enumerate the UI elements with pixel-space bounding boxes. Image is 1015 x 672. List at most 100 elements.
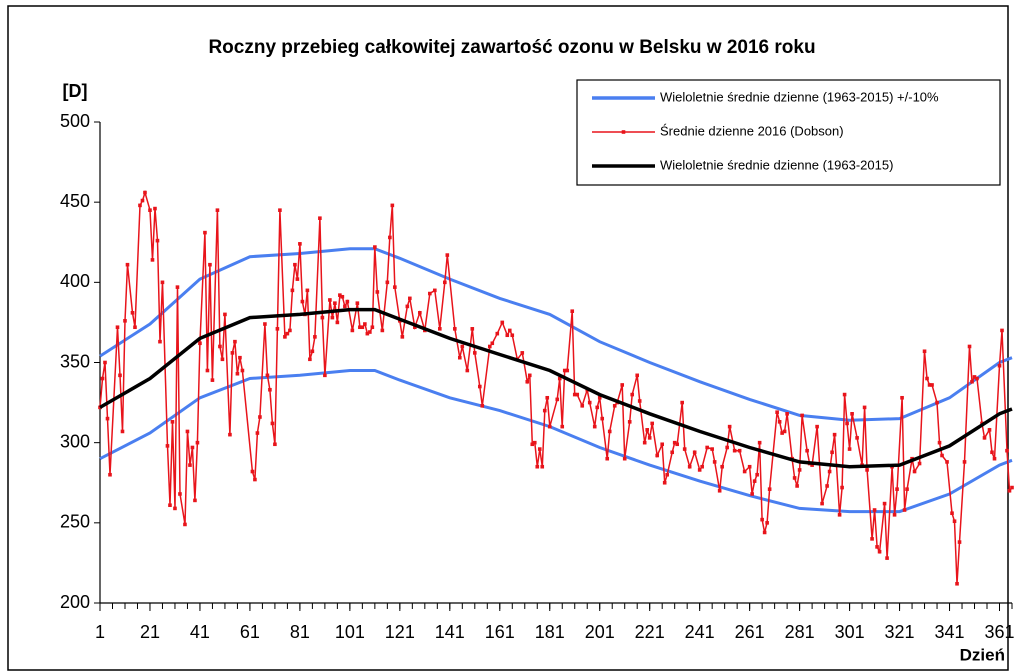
data-point	[545, 395, 550, 400]
data-point	[670, 450, 674, 455]
data-point	[970, 379, 974, 384]
data-point	[265, 373, 270, 378]
data-point	[100, 376, 105, 381]
data-point	[275, 327, 280, 331]
data-point	[917, 461, 922, 466]
data-point	[547, 424, 552, 429]
data-point	[800, 413, 804, 418]
data-point	[235, 371, 240, 376]
data-point	[428, 291, 432, 296]
data-point	[333, 301, 337, 305]
data-point	[143, 190, 147, 195]
legend-label: Średnie dzienne 2016 (Dobson)	[660, 123, 844, 138]
x-tick-label: 141	[435, 622, 465, 642]
data-point	[660, 442, 664, 447]
data-point	[487, 344, 492, 349]
data-point	[827, 469, 832, 474]
data-point	[902, 508, 907, 512]
data-point	[560, 424, 565, 429]
data-point	[870, 537, 874, 541]
data-point	[572, 392, 577, 397]
data-point	[155, 238, 160, 243]
data-point	[380, 328, 385, 333]
data-point	[278, 208, 282, 212]
data-point	[300, 299, 305, 304]
data-point	[115, 325, 120, 330]
data-point	[662, 480, 667, 485]
data-point	[318, 216, 322, 220]
data-point	[635, 373, 640, 378]
data-point	[605, 456, 610, 461]
x-tick-label: 41	[190, 622, 210, 642]
data-point	[220, 357, 225, 362]
data-point	[103, 360, 107, 365]
data-point	[622, 456, 627, 461]
data-point	[458, 355, 462, 360]
data-point	[273, 442, 277, 447]
data-point	[612, 403, 617, 408]
data-point	[285, 331, 290, 336]
data-point	[270, 421, 275, 426]
data-point	[215, 208, 220, 212]
data-point	[1000, 328, 1004, 333]
data-point	[955, 581, 959, 586]
data-point	[565, 368, 570, 373]
data-point	[340, 294, 345, 299]
x-tick-label: 261	[735, 622, 765, 642]
data-point	[530, 442, 535, 447]
x-tick-label: 341	[935, 622, 965, 642]
x-tick-label: 321	[885, 622, 915, 642]
data-point	[205, 368, 210, 373]
y-tick-label: 200	[60, 592, 90, 612]
y-tick-label: 300	[60, 431, 90, 451]
data-point	[892, 513, 897, 517]
data-point	[957, 540, 962, 544]
data-point	[438, 327, 442, 331]
data-point	[268, 387, 272, 392]
data-point	[480, 403, 485, 408]
data-point	[742, 469, 747, 474]
data-point	[982, 436, 987, 440]
data-point	[125, 262, 130, 267]
data-point	[537, 447, 542, 451]
data-point	[620, 383, 625, 387]
x-tick-label: 21	[140, 622, 160, 642]
data-point	[385, 280, 390, 285]
data-point	[862, 405, 867, 410]
data-point	[895, 487, 899, 491]
data-point	[732, 448, 737, 453]
data-point	[470, 327, 475, 331]
data-point	[922, 349, 927, 354]
data-point	[108, 472, 112, 477]
data-point	[795, 484, 799, 488]
data-point	[725, 445, 729, 450]
data-point	[405, 304, 410, 309]
data-point	[230, 351, 235, 355]
data-point	[168, 503, 172, 507]
data-point	[158, 339, 162, 344]
data-point	[527, 373, 532, 378]
data-point	[343, 304, 347, 309]
data-point	[940, 453, 944, 458]
data-point	[877, 549, 882, 554]
data-point	[400, 335, 405, 339]
data-point	[607, 429, 612, 434]
data-point	[562, 368, 567, 373]
data-point	[388, 235, 392, 240]
x-tick-label: 281	[785, 622, 815, 642]
data-point	[1005, 448, 1009, 453]
data-point	[507, 328, 512, 333]
data-point	[792, 476, 797, 480]
y-tick-label: 500	[60, 111, 90, 131]
data-point	[170, 420, 175, 424]
data-point	[105, 416, 110, 421]
data-point	[820, 501, 824, 506]
data-point	[815, 424, 819, 429]
data-point	[882, 501, 887, 506]
data-point	[967, 344, 972, 349]
data-point	[370, 325, 375, 330]
data-point	[747, 464, 752, 469]
data-point	[847, 447, 852, 451]
data-point	[505, 333, 510, 338]
data-point	[195, 440, 200, 445]
